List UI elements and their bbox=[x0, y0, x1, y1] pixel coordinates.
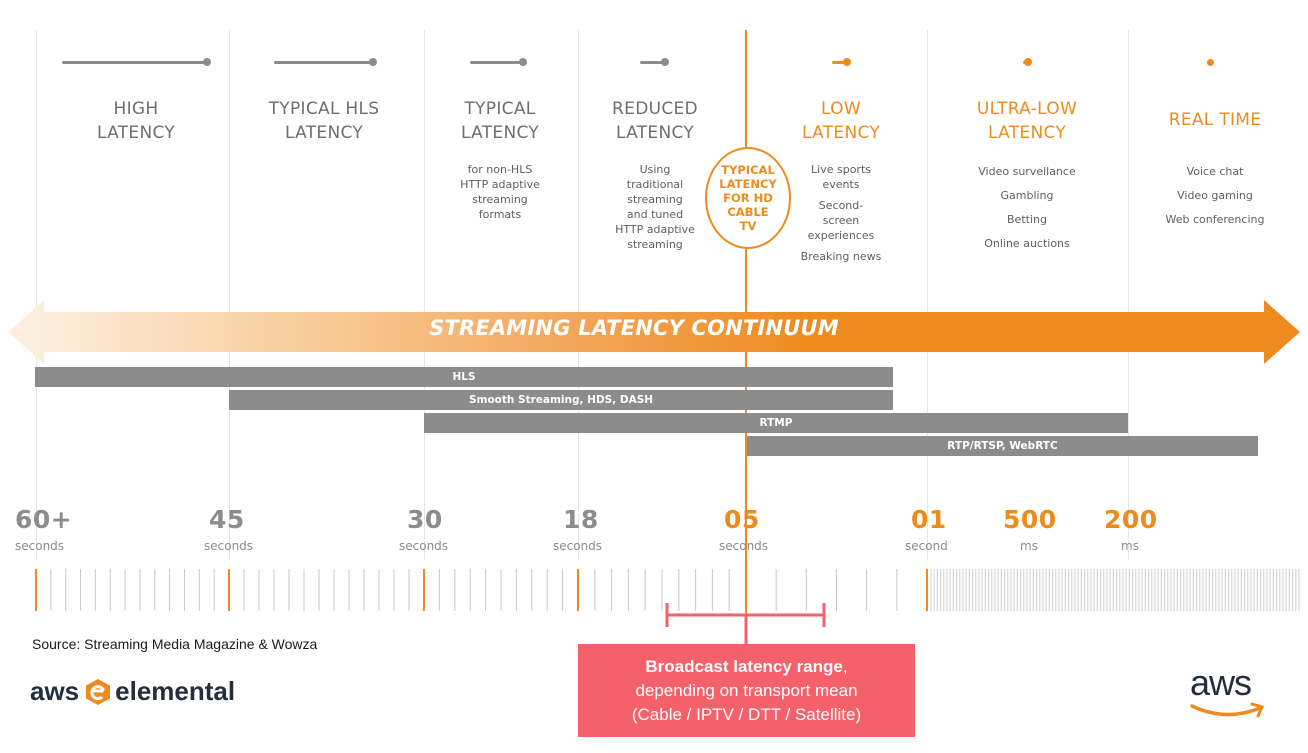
continuum-arrow bbox=[8, 300, 1300, 364]
scale-value-01: 01 bbox=[911, 505, 947, 534]
broadcast-line-2: depending on transport mean bbox=[635, 680, 858, 700]
ultra-low-latency-dot bbox=[1024, 58, 1032, 66]
scale-value-05: 05 bbox=[724, 505, 760, 534]
low-latency-bar bbox=[832, 61, 846, 64]
protocol-bar-hls: HLS bbox=[35, 367, 893, 387]
scale-value-60: 60+ bbox=[15, 505, 73, 534]
scale-value-30: 30 bbox=[407, 505, 443, 534]
protocol-bar-smooth-streaming: Smooth Streaming, HDS, DASH bbox=[229, 390, 893, 410]
real-time-dot bbox=[1207, 59, 1214, 66]
desc-item: Web conferencing bbox=[1165, 213, 1265, 226]
broadcast-range-bracket bbox=[665, 603, 826, 648]
category-desc-real-time: Voice chat Video gaming Web conferencing bbox=[1145, 160, 1285, 232]
scale-unit-30: seconds bbox=[399, 539, 449, 553]
source-note: Source: Streaming Media Magazine & Wowza bbox=[32, 636, 318, 652]
typical-latency-dot bbox=[519, 58, 527, 66]
aws-elemental-logo: aws elemental bbox=[30, 676, 236, 706]
reduced-latency-dot bbox=[661, 58, 669, 66]
desc-item: Gambling bbox=[1000, 189, 1054, 202]
scale-unit-500: ms bbox=[1020, 539, 1038, 553]
typical-latency-bar bbox=[470, 61, 522, 64]
protocol-bar-rtp: RTP/RTSP, WebRTC bbox=[747, 436, 1258, 456]
guide-line bbox=[578, 30, 579, 560]
desc-item: Second- screen experiences bbox=[807, 199, 875, 242]
aws-smile-icon bbox=[1190, 702, 1265, 718]
category-title-typical-hls: TYPICAL HLS LATENCY bbox=[268, 99, 380, 143]
scale-value-200: 200 bbox=[1104, 505, 1158, 534]
scale-unit-200: ms bbox=[1121, 539, 1139, 553]
desc-item: Breaking news bbox=[800, 250, 882, 263]
guide-line bbox=[36, 30, 37, 560]
reduced-latency-bar bbox=[640, 61, 664, 64]
category-desc-typical: for non-HLS HTTP adaptive streaming form… bbox=[430, 162, 570, 222]
high-latency-dot bbox=[203, 58, 211, 66]
desc-item: Live sports events bbox=[811, 163, 871, 191]
category-desc-reduced: Using traditional streaming and tuned HT… bbox=[585, 162, 725, 252]
category-title-low: LOW LATENCY bbox=[801, 99, 881, 143]
category-desc-ultra-low: Video survellance Gambling Betting Onlin… bbox=[957, 160, 1097, 256]
scale-value-45: 45 bbox=[209, 505, 245, 534]
tick-ruler bbox=[35, 569, 1300, 611]
desc-item: Video gaming bbox=[1177, 189, 1253, 202]
typical-hls-bar bbox=[274, 61, 372, 64]
scale-unit-01: second bbox=[905, 539, 948, 553]
guide-line bbox=[1128, 30, 1129, 560]
high-latency-bar bbox=[62, 61, 206, 64]
desc-item: Online auctions bbox=[984, 237, 1070, 250]
cable-tv-latency-badge: TYPICAL LATENCY FOR HD CABLE TV bbox=[705, 147, 791, 249]
low-latency-dot bbox=[843, 58, 851, 66]
category-title-typical: TYPICAL LATENCY bbox=[460, 99, 540, 143]
guide-line bbox=[229, 30, 230, 560]
category-title-ultra-low: ULTRA-LOW LATENCY bbox=[976, 99, 1078, 143]
elemental-e-icon bbox=[86, 678, 111, 705]
category-desc-low: Live sports events Second- screen experi… bbox=[771, 162, 911, 264]
scale-unit-05: seconds bbox=[719, 539, 769, 553]
scale-value-18: 18 bbox=[563, 505, 599, 534]
scale-unit-45: seconds bbox=[204, 539, 254, 553]
broadcast-line-1: Broadcast latency range, bbox=[645, 656, 848, 676]
protocol-bar-rtmp: RTMP bbox=[424, 413, 1128, 433]
desc-item: for non-HLS HTTP adaptive streaming form… bbox=[460, 163, 540, 221]
category-title-real-time: REAL TIME bbox=[1168, 110, 1262, 130]
desc-item: Video survellance bbox=[978, 165, 1076, 178]
scale-value-500: 500 bbox=[1003, 505, 1057, 534]
broadcast-latency-box: Broadcast latency range, depending on tr… bbox=[578, 644, 915, 737]
category-title-high: HIGH LATENCY bbox=[96, 99, 176, 143]
desc-item: Betting bbox=[1007, 213, 1047, 226]
guide-line bbox=[927, 30, 928, 560]
category-title-reduced: REDUCED LATENCY bbox=[612, 99, 698, 143]
guide-line bbox=[424, 30, 425, 560]
scale-unit-18: seconds bbox=[553, 539, 603, 553]
scale-unit-60: seconds bbox=[15, 539, 65, 553]
desc-item: Voice chat bbox=[1186, 165, 1244, 178]
broadcast-line-3: (Cable / IPTV / DTT / Satellite) bbox=[631, 704, 862, 724]
typical-hls-dot bbox=[369, 58, 377, 66]
continuum-label: STREAMING LATENCY CONTINUUM bbox=[429, 316, 839, 340]
aws-logo: aws bbox=[1190, 662, 1252, 703]
desc-item: Using traditional streaming and tuned HT… bbox=[615, 163, 695, 251]
